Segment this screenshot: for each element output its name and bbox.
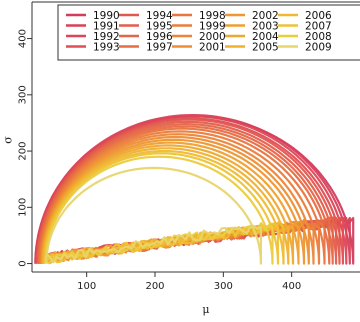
y-tick-label-0: 0 xyxy=(18,260,29,266)
legend-label-2009: 2009 xyxy=(305,42,332,54)
x-tick-label-400: 400 xyxy=(282,281,301,292)
legend-label-1997: 1997 xyxy=(146,42,173,54)
legend-label-2004: 2004 xyxy=(252,31,279,43)
legend-label-1994: 1994 xyxy=(146,10,173,22)
legend-label-2008: 2008 xyxy=(305,31,332,43)
frontier-curve-2007 xyxy=(43,152,280,265)
x-tick-label-200: 200 xyxy=(145,281,164,292)
legend-label-2005: 2005 xyxy=(252,42,279,54)
y-tick-label-200: 200 xyxy=(18,142,29,161)
legend-label-1993: 1993 xyxy=(93,42,120,54)
legend-label-2003: 2003 xyxy=(252,21,279,33)
x-axis-title: μ xyxy=(202,303,209,316)
legend-label-1990: 1990 xyxy=(93,10,120,22)
legend-label-2007: 2007 xyxy=(305,21,332,33)
x-tick-label-300: 300 xyxy=(214,281,233,292)
y-axis-title: σ xyxy=(2,136,15,144)
frontier-curve-2009 xyxy=(45,166,262,265)
legend-label-1996: 1996 xyxy=(146,31,173,43)
legend-label-1995: 1995 xyxy=(146,21,173,33)
frontier-curve-2008 xyxy=(44,155,274,265)
legend-label-2000: 2000 xyxy=(199,31,226,43)
y-tick-label-400: 400 xyxy=(18,29,29,48)
legend-label-2001: 2001 xyxy=(199,42,226,54)
y-tick-label-300: 300 xyxy=(18,85,29,104)
y-tick-label-100: 100 xyxy=(18,198,29,217)
frontier-curve-1995 xyxy=(36,120,338,265)
legend-label-1992: 1992 xyxy=(93,31,120,43)
legend-label-2006: 2006 xyxy=(305,10,332,22)
x-tick-label-100: 100 xyxy=(77,281,96,292)
legend-label-1991: 1991 xyxy=(93,21,120,33)
legend-label-1999: 1999 xyxy=(199,21,226,33)
legend-box xyxy=(57,4,360,61)
legend-label-2002: 2002 xyxy=(252,10,279,22)
legend-label-1998: 1998 xyxy=(199,10,226,22)
axes: 100 200 300 400 0 100 200 300 400 μ σ xyxy=(2,1,360,316)
frontier-curves xyxy=(34,114,355,265)
